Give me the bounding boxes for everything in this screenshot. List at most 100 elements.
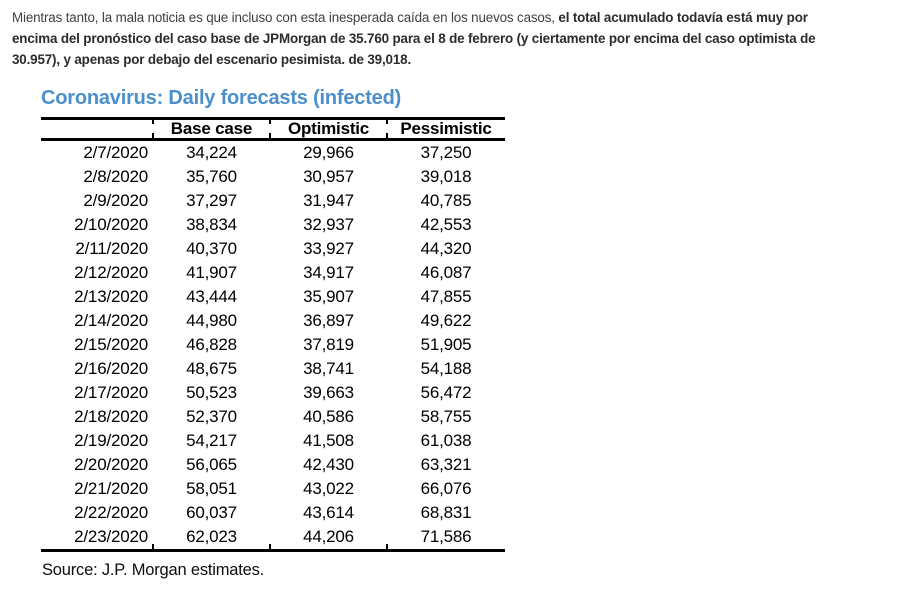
date-cell: 2/20/2020 xyxy=(74,455,148,474)
value-cell: 30,957 xyxy=(303,167,354,186)
date-cell: 2/19/2020 xyxy=(74,431,148,450)
intro-paragraph: Mientras tanto, la mala noticia es que i… xyxy=(0,0,903,70)
value-cell: 37,250 xyxy=(420,143,472,162)
table-row: 2/12/2020 41,907 34,917 46,087 xyxy=(41,261,505,285)
value-cell: 50,523 xyxy=(186,383,237,402)
value-cell: 43,444 xyxy=(186,287,237,306)
table-row: 2/8/2020 35,760 30,957 39,018 xyxy=(41,165,505,189)
intro-text-bold: 30.957), y apenas por debajo del escenar… xyxy=(12,52,412,67)
table-row: 2/21/2020 58,051 43,022 66,076 xyxy=(41,477,505,501)
intro-line: 30.957), y apenas por debajo del escenar… xyxy=(12,49,903,70)
date-cell: 2/10/2020 xyxy=(74,215,148,234)
value-cell: 38,834 xyxy=(186,215,237,234)
table-row: 2/19/2020 54,217 41,508 61,038 xyxy=(41,429,505,453)
value-cell: 47,855 xyxy=(420,287,472,306)
value-cell: 52,370 xyxy=(186,407,237,426)
table-row: 2/11/2020 40,370 33,927 44,320 xyxy=(41,237,505,261)
date-cell: 2/9/2020 xyxy=(83,191,148,210)
intro-text: Mientras tanto, la mala noticia es que i… xyxy=(12,10,559,25)
intro-line: Mientras tanto, la mala noticia es que i… xyxy=(12,7,903,28)
value-cell: 41,907 xyxy=(186,263,237,282)
value-cell: 51,905 xyxy=(420,335,472,354)
date-cell: 2/23/2020 xyxy=(74,527,148,546)
column-header xyxy=(41,118,153,141)
column-tick xyxy=(386,544,388,549)
value-cell: 56,065 xyxy=(186,455,237,474)
figure-title: Coronavirus: Daily forecasts (infected) xyxy=(41,87,402,109)
date-cell: 2/13/2020 xyxy=(74,287,148,306)
column-tick xyxy=(386,120,388,124)
column-header: Pessimistic xyxy=(387,118,505,141)
column-tick xyxy=(152,120,154,124)
table-row: 2/20/2020 56,065 42,430 63,321 xyxy=(41,453,505,477)
table-row: 2/13/2020 43,444 35,907 47,855 xyxy=(41,285,505,309)
column-header: Optimistic xyxy=(270,118,387,141)
value-cell: 35,907 xyxy=(303,287,354,306)
value-cell: 58,051 xyxy=(186,479,237,498)
value-cell: 40,785 xyxy=(420,191,472,210)
value-cell: 29,966 xyxy=(303,143,354,162)
table-row: 2/9/2020 37,297 31,947 40,785 xyxy=(41,189,505,213)
intro-line: encima del pronóstico del caso base de J… xyxy=(12,28,903,49)
column-tick xyxy=(269,120,271,124)
value-cell: 63,321 xyxy=(420,455,472,474)
value-cell: 37,819 xyxy=(303,335,354,354)
intro-text-bold: encima del pronóstico del caso base de J… xyxy=(12,31,816,46)
value-cell: 54,217 xyxy=(186,431,237,450)
table-row: 2/22/2020 60,037 43,614 68,831 xyxy=(41,501,505,525)
value-cell: 31,947 xyxy=(303,191,354,210)
value-cell: 71,586 xyxy=(420,527,472,546)
value-cell: 34,917 xyxy=(303,263,354,282)
date-cell: 2/15/2020 xyxy=(74,335,148,354)
column-tick xyxy=(152,133,154,138)
value-cell: 48,675 xyxy=(186,359,237,378)
column-tick xyxy=(269,133,271,138)
value-cell: 54,188 xyxy=(420,359,472,378)
value-cell: 61,038 xyxy=(420,431,472,450)
value-cell: 43,022 xyxy=(303,479,354,498)
value-cell: 60,037 xyxy=(186,503,237,522)
forecast-table-wrap: Base case Optimistic Pessimistic 2/7/2020 3… xyxy=(41,117,505,552)
column-tick xyxy=(269,544,271,549)
date-cell: 2/12/2020 xyxy=(74,263,148,282)
table-row: 2/16/2020 48,675 38,741 54,188 xyxy=(41,357,505,381)
table-row: 2/10/2020 38,834 32,937 42,553 xyxy=(41,213,505,237)
value-cell: 66,076 xyxy=(420,479,472,498)
value-cell: 56,472 xyxy=(420,383,472,402)
table-header-row: Base case Optimistic Pessimistic xyxy=(41,118,505,141)
column-header: Base case xyxy=(153,118,270,141)
value-cell: 62,023 xyxy=(186,527,237,546)
value-cell: 41,508 xyxy=(303,431,354,450)
value-cell: 33,927 xyxy=(303,239,354,258)
value-cell: 46,828 xyxy=(186,335,237,354)
date-cell: 2/22/2020 xyxy=(74,503,148,522)
table-row: 2/14/2020 44,980 36,897 49,622 xyxy=(41,309,505,333)
column-tick xyxy=(152,544,154,549)
value-cell: 46,087 xyxy=(420,263,472,282)
date-cell: 2/8/2020 xyxy=(83,167,148,186)
value-cell: 36,897 xyxy=(303,311,354,330)
table-row: 2/17/2020 50,523 39,663 56,472 xyxy=(41,381,505,405)
value-cell: 49,622 xyxy=(420,311,472,330)
value-cell: 38,741 xyxy=(303,359,354,378)
value-cell: 58,755 xyxy=(420,407,472,426)
date-cell: 2/7/2020 xyxy=(83,143,148,162)
source-note: Source: J.P. Morgan estimates. xyxy=(42,561,265,579)
value-cell: 40,370 xyxy=(186,239,237,258)
table-row: 2/23/2020 62,023 44,206 71,586 xyxy=(41,525,505,551)
value-cell: 39,663 xyxy=(303,383,354,402)
value-cell: 39,018 xyxy=(420,167,472,186)
date-cell: 2/16/2020 xyxy=(74,359,148,378)
table-row: 2/7/2020 34,224 29,966 37,250 xyxy=(41,140,505,166)
date-cell: 2/14/2020 xyxy=(74,311,148,330)
value-cell: 42,430 xyxy=(303,455,354,474)
value-cell: 40,586 xyxy=(303,407,354,426)
date-cell: 2/11/2020 xyxy=(75,239,148,258)
table-body: 2/7/2020 34,224 29,966 37,250 2/8/2020 35,760… xyxy=(41,140,505,551)
value-cell: 35,760 xyxy=(186,167,237,186)
value-cell: 44,206 xyxy=(303,527,354,546)
column-tick xyxy=(386,133,388,138)
date-cell: 2/18/2020 xyxy=(74,407,148,426)
value-cell: 32,937 xyxy=(303,215,354,234)
